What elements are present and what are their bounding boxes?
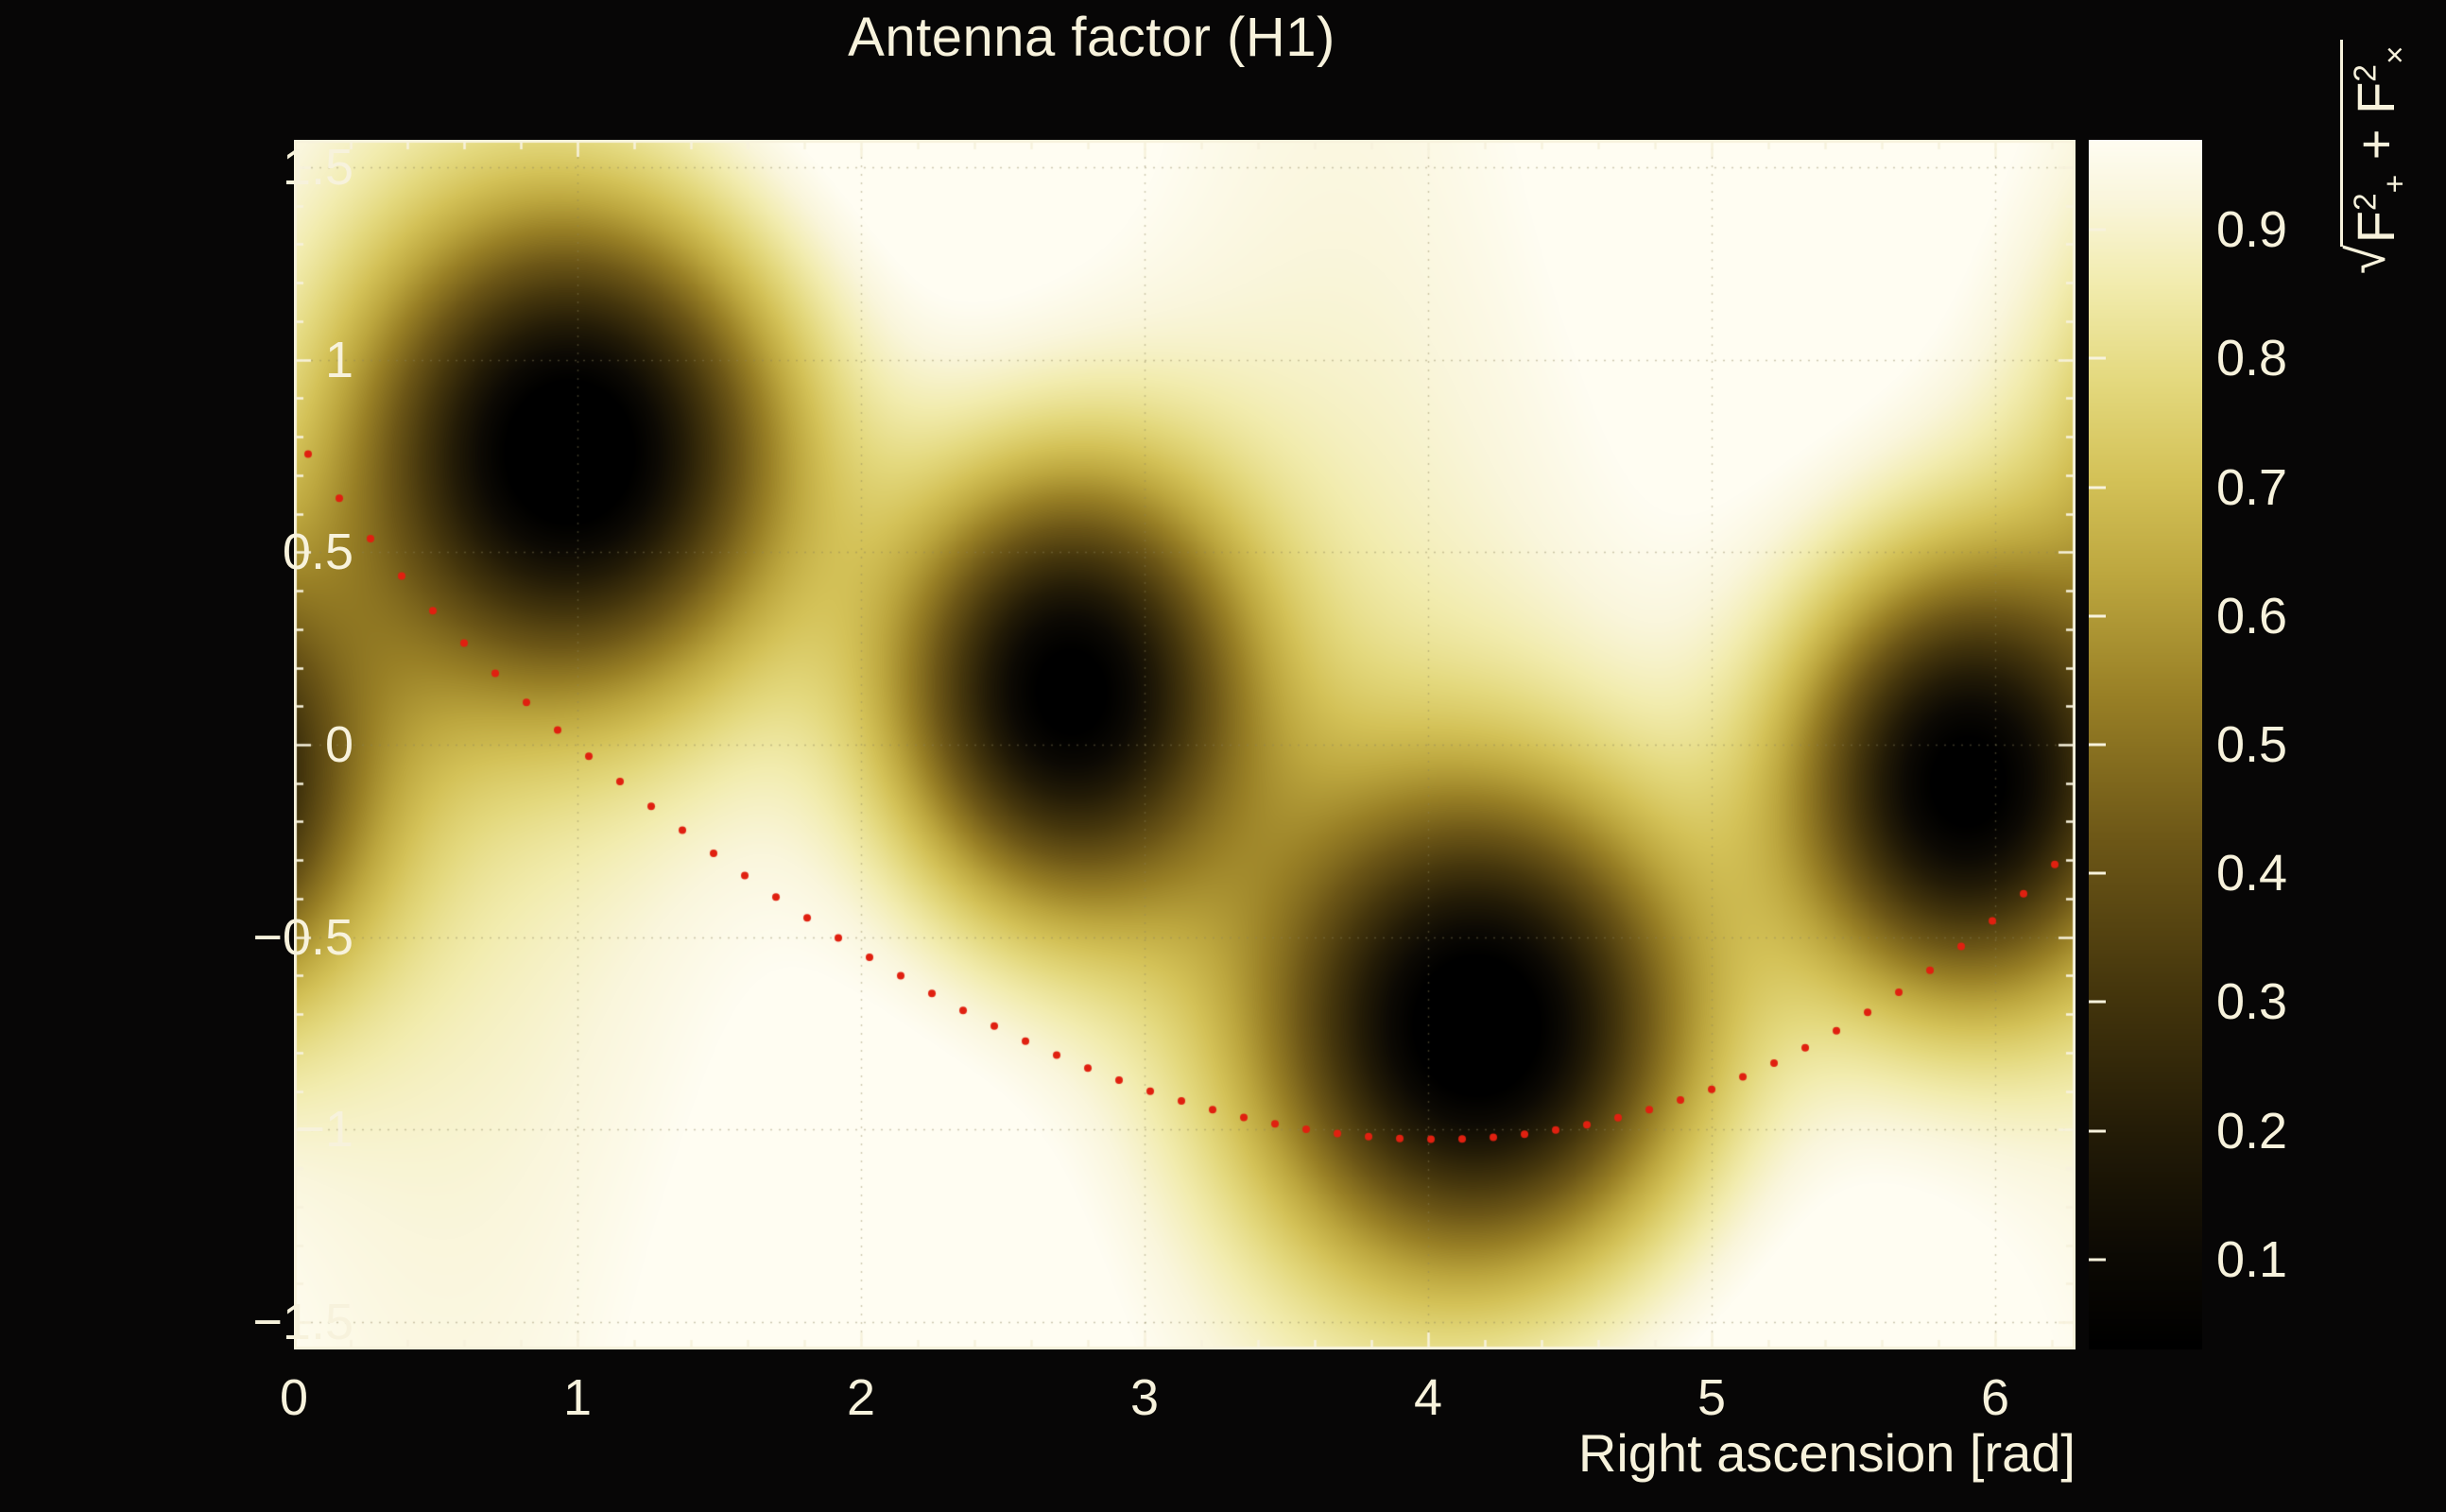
colorbar-tick-label: 0.3 (2216, 973, 2288, 1031)
y-axis-tick-label: 1 (324, 331, 353, 388)
y-axis-tick-label: 0.5 (282, 524, 353, 581)
term-f-plus-sub: + (2378, 174, 2414, 194)
page-title: Antenna factor (H1) (848, 7, 1335, 68)
term-f-cross-sup: 2 (2348, 64, 2384, 82)
colorbar-tick-mark (2089, 228, 2106, 232)
x-axis-tick-label: 3 (1129, 1369, 1160, 1426)
colorbar-tick-label: 0.5 (2216, 716, 2288, 773)
colorbar-tick-label: 0.6 (2216, 587, 2288, 644)
x-axis-tick-label: 4 (1413, 1369, 1443, 1426)
radical-sign-icon: √ (2336, 245, 2397, 274)
colorbar-tick-label: 0.9 (2216, 201, 2288, 259)
colorbar-tick-mark (2089, 871, 2106, 875)
x-axis-tick-label: 0 (279, 1369, 309, 1426)
colorbar-tick-label: 0.1 (2216, 1230, 2288, 1288)
term-f-plus-base: F (2346, 211, 2406, 244)
colorbar-tick-mark (2089, 1000, 2106, 1004)
y-axis-tick-label: 1.5 (282, 138, 353, 196)
colorbar-tick-mark (2089, 614, 2106, 618)
term-f-cross-base: F (2346, 81, 2406, 114)
colorbar-tick-mark (2089, 1129, 2106, 1132)
colorbar-tick-mark (2089, 1258, 2106, 1262)
radicand: F2+ + F2× (2340, 40, 2413, 248)
x-axis-tick-label: 6 (1981, 1369, 2010, 1426)
colorbar-tick-label: 0.8 (2216, 330, 2288, 387)
antenna-factor-heatmap (294, 140, 2076, 1349)
colorbar (2089, 140, 2202, 1349)
colorbar-tick-mark (2089, 356, 2106, 360)
x-axis-tick-label: 5 (1697, 1369, 1727, 1426)
colorbar-tick-mark (2089, 486, 2106, 490)
colorbar-gradient (2089, 140, 2202, 1349)
y-axis-tick-label: −0.5 (252, 908, 353, 966)
colorbar-tick-label: 0.4 (2216, 845, 2288, 902)
colorbar-tick-label: 0.7 (2216, 458, 2288, 516)
term-f-plus-sup: 2 (2348, 193, 2384, 212)
x-axis-tick-label: 2 (846, 1369, 876, 1426)
y-axis-title: Declination [rad] (52, 0, 156, 192)
y-axis-tick-label: 0 (324, 716, 353, 773)
colorbar-tick-label: 0.2 (2216, 1102, 2288, 1160)
x-axis-title: Right ascension [rad] (1577, 1423, 2076, 1483)
sqrt-expression: √ F2+ + F2× (2336, 40, 2413, 274)
plus-operator: + (2346, 129, 2406, 161)
y-axis-tick-label: −1.5 (252, 1294, 353, 1351)
heatmap-plot-area (294, 140, 2076, 1349)
term-f-cross-sub: × (2378, 45, 2414, 65)
y-axis-tick-label: −1 (295, 1101, 353, 1159)
colorbar-tick-mark (2089, 743, 2106, 747)
x-axis-tick-label: 1 (562, 1369, 593, 1426)
colorbar-title: √ F2+ + F2× (2316, 0, 2429, 274)
